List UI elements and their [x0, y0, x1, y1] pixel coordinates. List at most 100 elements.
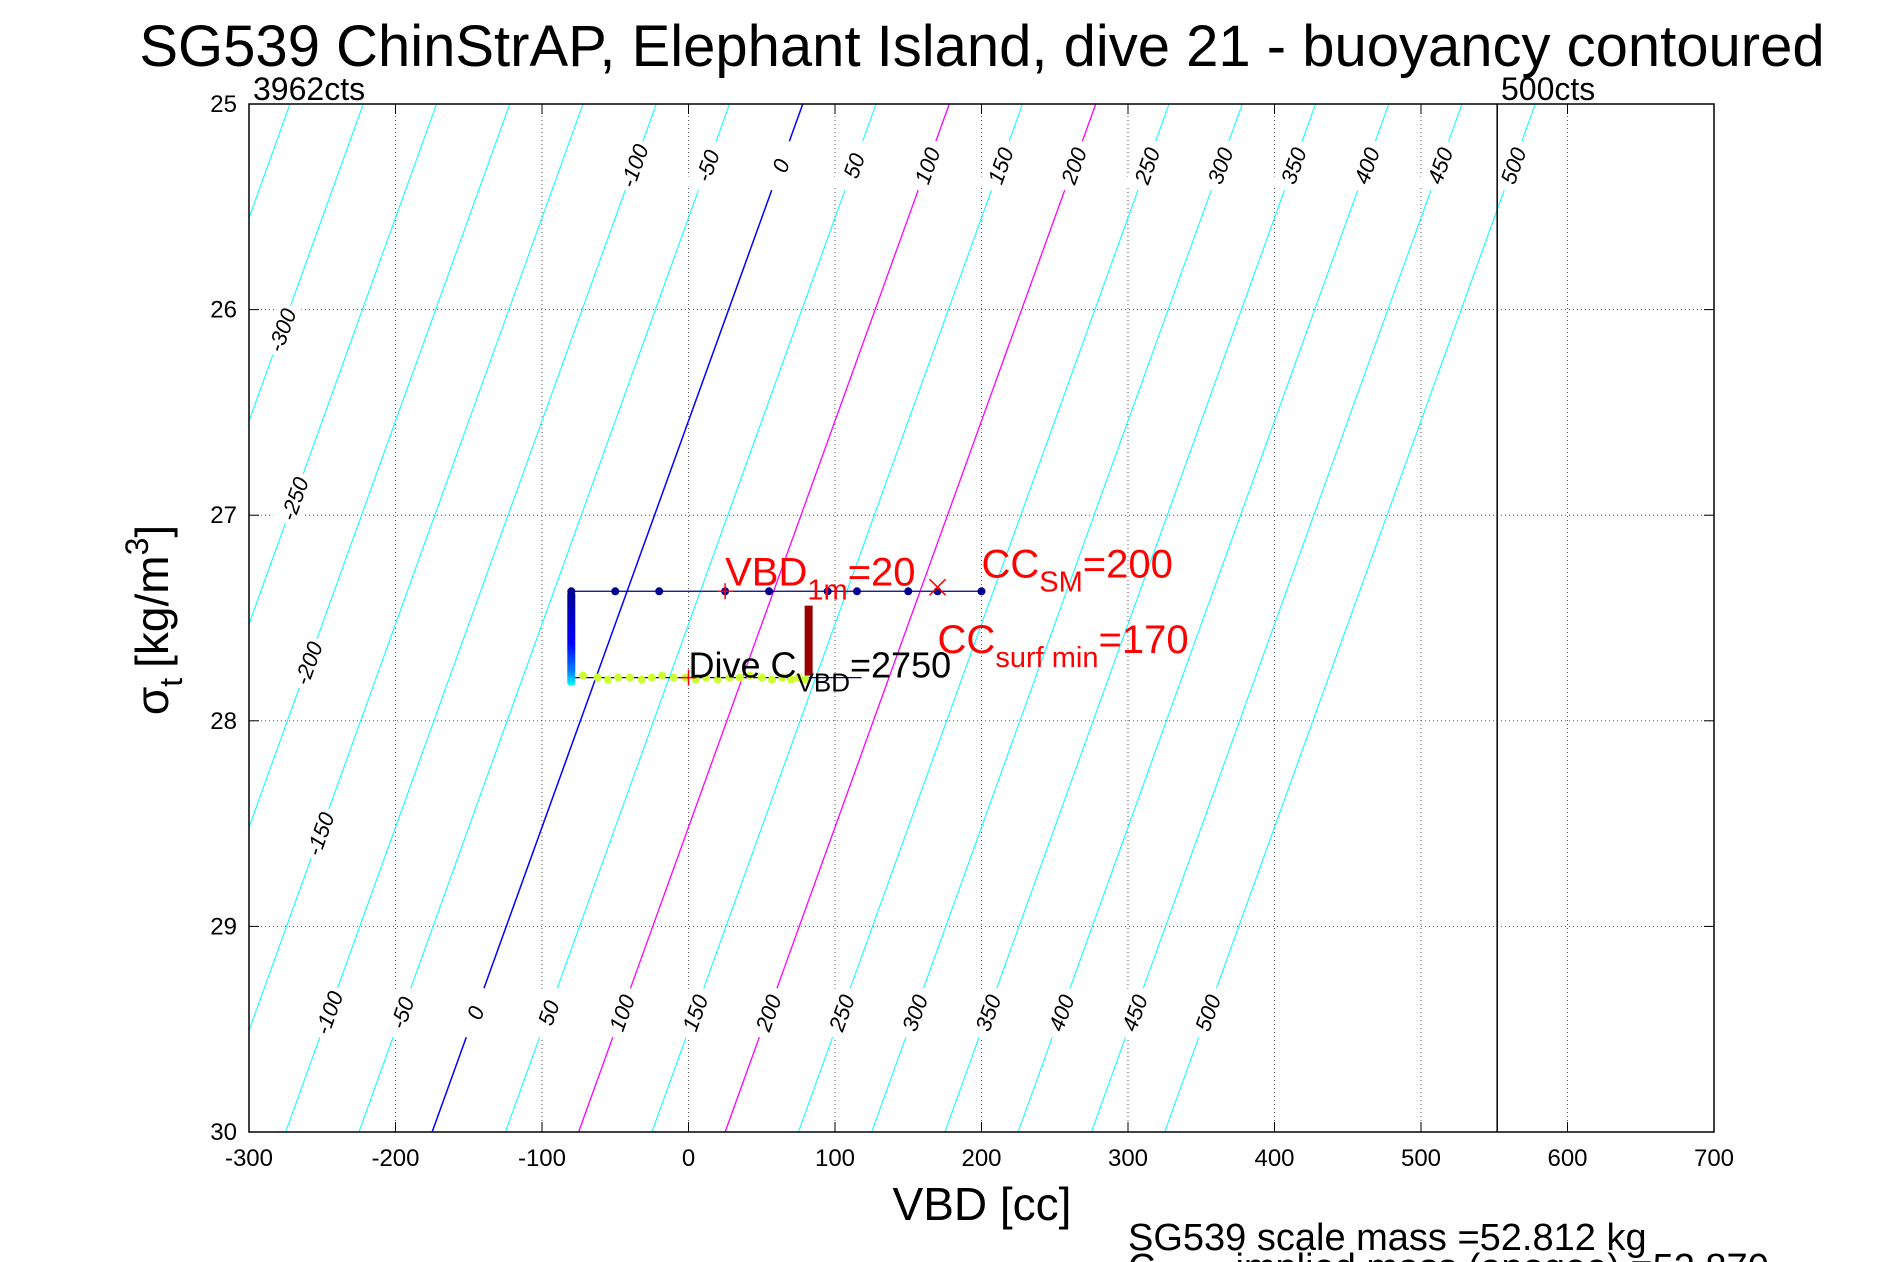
surface-point — [702, 673, 711, 682]
x-tick-label: -300 — [225, 1145, 273, 1172]
contour-label-bottom-bg — [306, 983, 351, 1042]
annotation-value: =200 — [1083, 542, 1173, 586]
buoyancy-contours — [0, 104, 1536, 1132]
contour-line-450 — [1090, 104, 1463, 1132]
x-tick-label: 600 — [1547, 1145, 1587, 1172]
contour-label-top-bg — [1051, 136, 1096, 195]
apogee-point — [852, 587, 861, 596]
contour-label-top-bg — [978, 136, 1023, 195]
apogee-point — [765, 587, 774, 596]
x-tick-label: 0 — [682, 1145, 695, 1172]
contour-line--250 — [249, 104, 437, 626]
apogee-point — [655, 587, 664, 596]
y-axis-label-sup: 3 — [119, 538, 155, 556]
cast-profile-bar — [567, 591, 576, 686]
contour-label-top-bg — [1417, 136, 1462, 195]
x-tick-label: 400 — [1254, 1145, 1294, 1172]
contour-line-100 — [578, 104, 950, 1132]
contour-line-500 — [1164, 104, 1536, 1132]
contour-label-left-bg — [286, 634, 331, 693]
surface-point — [757, 673, 766, 682]
x-tick-label: -200 — [371, 1145, 419, 1172]
implied-mass-text: implied mass (apogee) =52.870 — [1235, 1247, 1768, 1262]
surface-point — [787, 675, 796, 684]
contour-label-bottom-bg — [746, 983, 791, 1042]
contour-line-200 — [724, 104, 1097, 1132]
contour-label-bottom-bg — [965, 983, 1010, 1042]
apogee-point — [611, 587, 620, 596]
contour-line--200 — [249, 104, 511, 829]
plus-marker — [717, 583, 734, 600]
surface-point — [669, 673, 678, 682]
annotation-1: CCSM=200 — [982, 542, 1173, 598]
surface-point — [778, 673, 787, 682]
annotation-sub: SM — [1039, 566, 1083, 598]
surface-point — [768, 675, 777, 684]
contour-label-top-bg — [1344, 136, 1389, 195]
plus-marker — [680, 669, 697, 686]
contour-line--150 — [249, 104, 584, 1032]
axis-ticks: -300 -200 -100 0 100 200 300 400 500 600 700 25 26 27… — [210, 91, 1734, 1172]
annotation-main: Dive C — [689, 645, 797, 686]
annotation-main: CC — [982, 542, 1040, 586]
y-axis-label-close: ] — [126, 525, 178, 538]
surface-point — [579, 671, 588, 680]
surface-point — [647, 673, 656, 682]
apogee-point — [977, 587, 986, 596]
surface-point — [794, 673, 803, 682]
surface-point — [746, 671, 755, 680]
contour-label-top-bg — [905, 136, 950, 195]
contour-label-top-bg — [685, 136, 730, 195]
x-axis-label: VBD [cc] — [893, 1178, 1072, 1230]
surface-point — [593, 673, 602, 682]
contour-line--50 — [358, 104, 730, 1132]
y-tick-label: 30 — [210, 1119, 237, 1146]
contour-label-left-bg — [259, 300, 304, 360]
contour-label-top-bg — [1124, 136, 1169, 195]
dive-trace — [567, 587, 986, 686]
scale-mass-footer: SG539 scale mass =52.812 kg — [1128, 1217, 1647, 1259]
contour-label-bottom-bg — [1112, 983, 1157, 1042]
contour-label-bottom-bg — [1185, 983, 1230, 1042]
implied-mass-footer: Cimplied mass (apogee) =52.870 — [1128, 1247, 1769, 1262]
surface-point — [603, 675, 612, 684]
y-tick-label: 25 — [210, 91, 237, 118]
contour-line--300 — [249, 104, 364, 423]
implied-mass-c: C — [1128, 1247, 1155, 1262]
surface-point — [725, 673, 734, 682]
contour-line-50 — [504, 104, 877, 1132]
annotation-0: VBD1m=20 — [725, 550, 915, 606]
contour-line-400 — [1017, 104, 1390, 1132]
contour-label-bottom-bg — [599, 983, 644, 1042]
contour-label-top-bg — [1198, 136, 1243, 195]
contour-line-150 — [651, 104, 1023, 1132]
y-axis-label-sub: t — [153, 678, 189, 687]
contour-label-bottom-bg — [892, 983, 937, 1042]
contour-label-top-bg — [1491, 136, 1536, 195]
contour-label-top-bg — [758, 136, 803, 195]
annotation-value: =170 — [1098, 618, 1188, 662]
contour-line-250 — [797, 104, 1170, 1132]
surface-point — [658, 671, 667, 680]
annotation-2: CCsurf min=170 — [938, 618, 1189, 674]
contour-line-0 — [431, 104, 804, 1132]
contour-label-left-bg — [272, 469, 317, 528]
contour-label-top-bg — [612, 136, 657, 195]
contour-label-left-bg — [297, 804, 342, 864]
contour-line-300 — [871, 104, 1243, 1132]
chart-title: SG539 ChinStrAP, Elephant Island, dive 2… — [139, 14, 1824, 79]
y-tick-label: 27 — [210, 502, 237, 529]
apogee-point — [933, 587, 942, 596]
annotation-value: =2750 — [850, 645, 951, 686]
y-tick-label: 26 — [210, 297, 237, 324]
x-tick-label: 200 — [961, 1145, 1001, 1172]
x-marker — [929, 578, 947, 596]
surface-point — [625, 673, 634, 682]
contour-line--400 — [0, 104, 217, 1132]
contour-labels: -100 -50 0 50 100 150 200 250 300 350 400 450 500-10… — [259, 136, 1536, 1042]
annotation-sub: 1m — [807, 574, 847, 606]
surface-point — [637, 675, 646, 684]
surface-point — [801, 675, 810, 684]
